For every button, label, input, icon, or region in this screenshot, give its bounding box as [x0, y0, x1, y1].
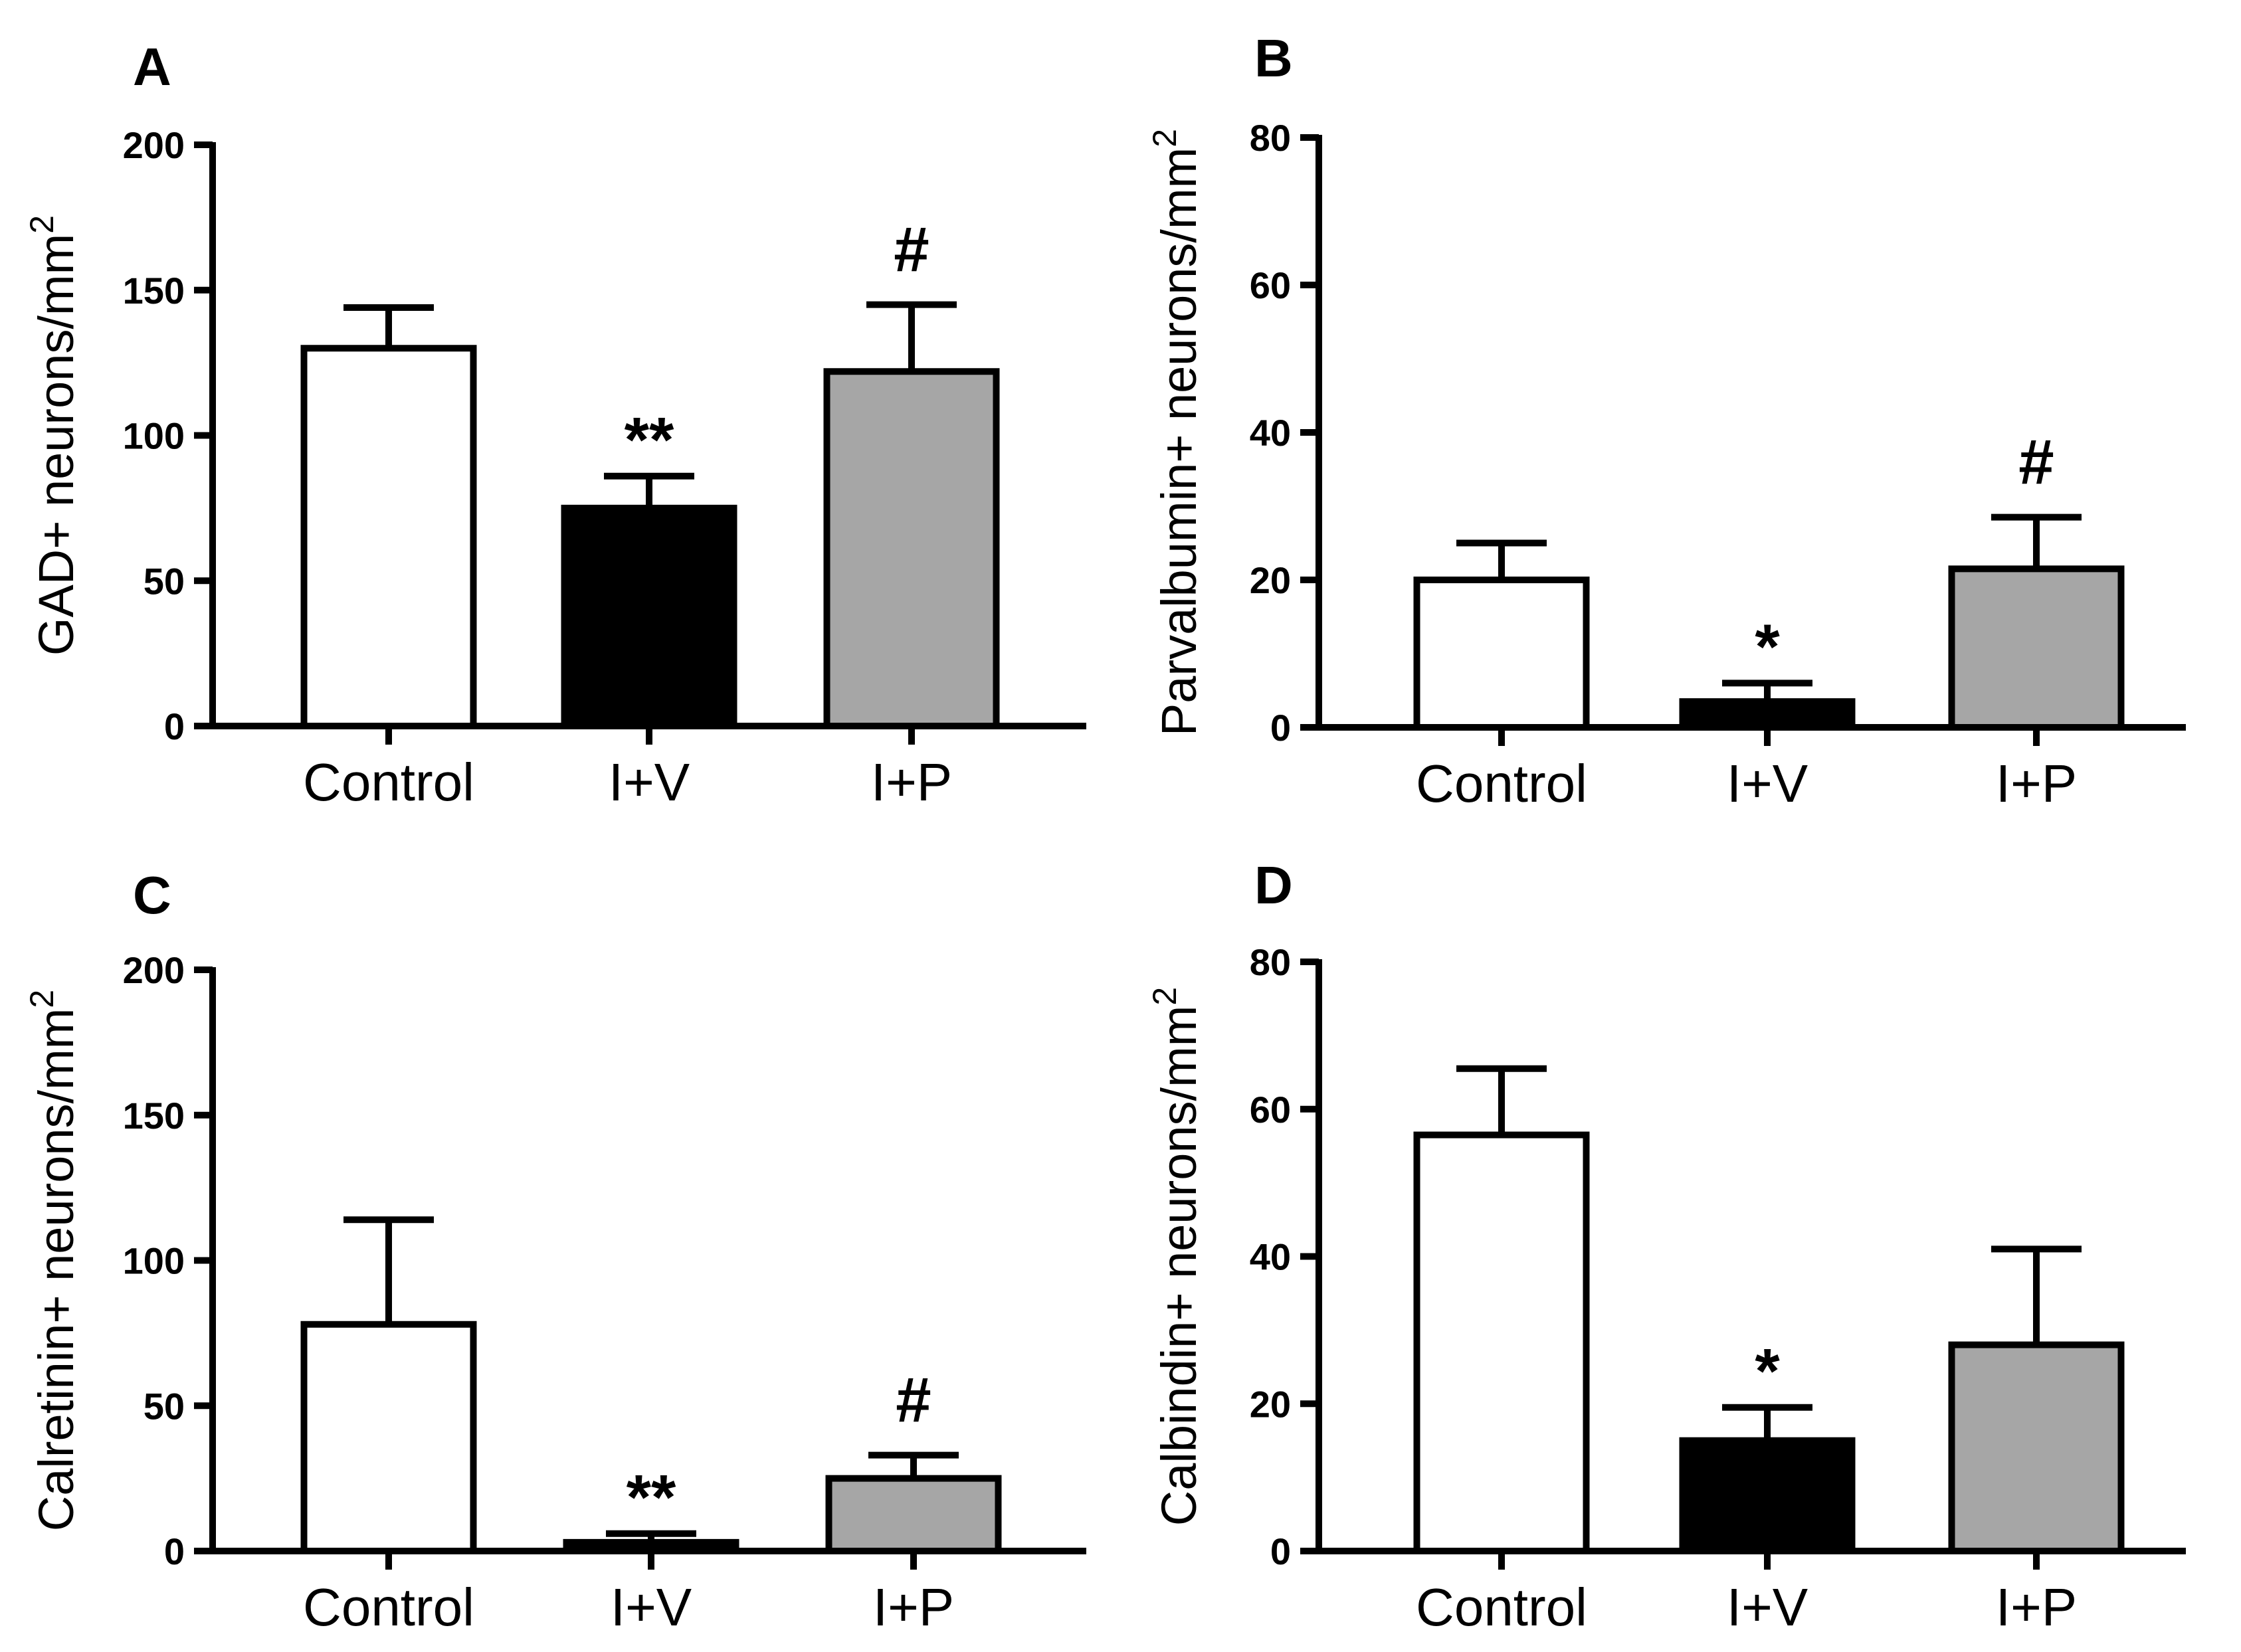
x-tick-label: Control: [1416, 754, 1587, 813]
y-tick-label: 50: [144, 1385, 185, 1427]
y-axis-label: Calbindin+ neurons/mm2: [1146, 987, 1207, 1526]
y-axis-label: Calretinin+ neurons/mm2: [23, 990, 84, 1531]
x-tick-label: I+P: [1996, 1578, 2077, 1637]
significance-marker: *: [1755, 611, 1780, 682]
bar-i-v: [561, 504, 737, 729]
chart-panel-b: B 0 20 40 60 80 Parvalbumin+ neurons/mm2 Contro…: [1146, 29, 2186, 813]
y-tick-label: 40: [1250, 1236, 1291, 1278]
bar-i-p: [825, 1475, 1002, 1554]
y-tick-label: 0: [1270, 1530, 1291, 1572]
y-axis-label-superscript: 2: [23, 990, 60, 1008]
y-tick-label: 100: [123, 415, 185, 457]
y-axis-label-text: Calbindin+ neurons/mm: [1151, 1006, 1207, 1526]
y-axis-label: GAD+ neurons/mm2: [23, 215, 84, 656]
panel-letter: A: [133, 37, 171, 96]
x-tick-label: Control: [1416, 1578, 1587, 1637]
x-tick-label: I+P: [1996, 754, 2077, 813]
x-tick-label: I+V: [609, 753, 690, 812]
bar-control: [1413, 577, 1590, 731]
x-tick-label: Control: [303, 753, 474, 812]
chart-panel-d: D 0 20 40 60 80 Calbindin+ neurons/mm2 Control I…: [1146, 856, 2186, 1637]
x-tick-label: I+P: [873, 1578, 954, 1637]
significance-marker: #: [896, 1365, 931, 1436]
y-tick-label: 80: [1250, 117, 1291, 159]
y-tick-label: 60: [1250, 1089, 1291, 1131]
bar-control: [300, 345, 477, 729]
y-tick-label: 60: [1250, 264, 1291, 306]
significance-marker: *: [1755, 1336, 1780, 1407]
bar-i-p: [823, 368, 1000, 729]
y-tick-label: 200: [123, 124, 185, 166]
bar-i-v: [1679, 698, 1856, 731]
y-tick-label: 0: [164, 1530, 185, 1572]
y-axis-label-text: Parvalbumin+ neurons/mm: [1151, 147, 1207, 736]
y-tick-label: 80: [1250, 941, 1291, 983]
significance-marker: **: [625, 405, 674, 476]
y-tick-label: 200: [123, 949, 185, 991]
y-axis-label-superscript: 2: [1146, 987, 1183, 1006]
y-tick-label: 50: [144, 560, 185, 602]
significance-marker: #: [2018, 427, 2054, 498]
chart-panel-c: C 0 50 100 150 200 Calretinin+ neurons/mm2 Cont…: [23, 866, 1086, 1637]
y-tick-label: 20: [1250, 559, 1291, 601]
y-tick-label: 0: [164, 705, 185, 747]
significance-marker: #: [894, 215, 929, 286]
y-tick-label: 20: [1250, 1383, 1291, 1425]
x-tick-label: I+V: [611, 1578, 692, 1637]
significance-marker: **: [627, 1462, 676, 1533]
y-axis-label-superscript: 2: [23, 215, 60, 234]
y-axis-label: Parvalbumin+ neurons/mm2: [1146, 129, 1207, 736]
x-tick-label: I+V: [1727, 754, 1808, 813]
x-tick-label: I+P: [871, 753, 952, 812]
bar-control: [1413, 1131, 1590, 1554]
y-tick-label: 150: [123, 270, 185, 312]
y-axis-label-text: Calretinin+ neurons/mm: [29, 1008, 84, 1532]
x-tick-label: I+V: [1727, 1578, 1808, 1637]
y-axis-label-text: GAD+ neurons/mm: [29, 234, 84, 656]
y-tick-label: 150: [123, 1095, 185, 1137]
bar-control: [300, 1321, 477, 1554]
bar-i-p: [1948, 1341, 2125, 1555]
bar-i-v: [563, 1538, 739, 1554]
y-tick-label: 40: [1250, 412, 1291, 454]
bar-i-p: [1948, 565, 2125, 731]
panel-letter: D: [1254, 856, 1293, 915]
x-tick-label: Control: [303, 1578, 474, 1637]
y-tick-label: 100: [123, 1240, 185, 1282]
y-tick-label: 0: [1270, 707, 1291, 749]
panel-letter: B: [1254, 29, 1293, 88]
panel-letter: C: [133, 866, 171, 925]
bar-i-v: [1679, 1437, 1856, 1554]
y-axis-label-superscript: 2: [1146, 129, 1183, 147]
chart-panel-a: A 0 50 100 150 200 GAD+ neurons/mm2 Control I+V *…: [23, 37, 1086, 812]
